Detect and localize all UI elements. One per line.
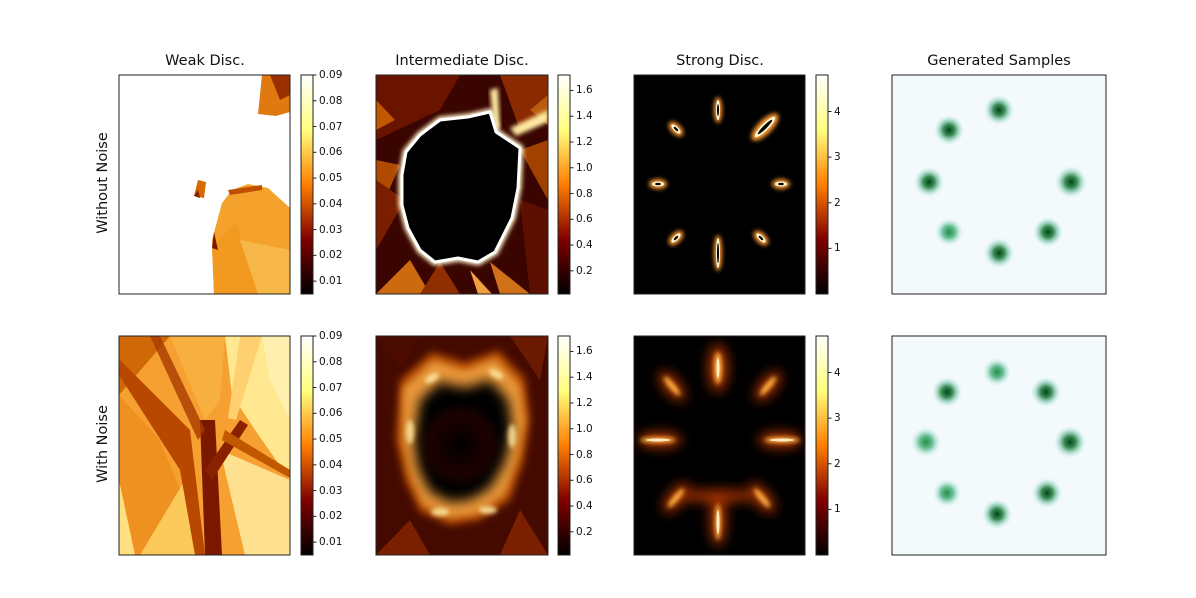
colorbar-tick-label: 0.8: [576, 448, 593, 461]
axes-frame-weak-with-noise: [118, 335, 291, 556]
column-title-samples: Generated Samples: [927, 53, 1071, 69]
heatmap-samples-without-noise: [892, 75, 1106, 294]
colorbar-tick-label: 0.02: [319, 510, 343, 523]
axes-frame-intermediate-with-noise: [375, 335, 549, 556]
colorbar-tick-label: 3: [834, 412, 841, 425]
heatmap-weak-without-noise: [119, 75, 290, 294]
colorbar-tick-label: 0.01: [319, 275, 343, 288]
colorbar-strong-with-noise: [815, 335, 829, 556]
colorbar-tick-label: 4: [834, 366, 841, 379]
colorbar-weak-without-noise: [300, 74, 314, 295]
colorbar-tick-label: 0.08: [319, 355, 343, 368]
colorbar-tick-label: 4: [834, 105, 841, 118]
colorbar-tick-label: 0.03: [319, 484, 343, 497]
colorbar-intermediate-with-noise: [557, 335, 571, 556]
colorbar-tick-label: 0.6: [576, 474, 593, 487]
column-title-weak: Weak Disc.: [165, 53, 245, 69]
axes-frame-samples-without-noise: [891, 74, 1107, 295]
colorbar-tick-label: 0.02: [319, 249, 343, 262]
colorbar-tick-label: 1.6: [576, 345, 593, 358]
colorbar-tick-label: 1.4: [576, 110, 593, 123]
colorbar-tick-label: 1.0: [576, 422, 593, 435]
heatmap-strong-with-noise: [634, 336, 805, 555]
axes-frame-intermediate-without-noise: [375, 74, 549, 295]
colorbar-tick-label: 0.2: [576, 525, 593, 538]
colorbar-strong-without-noise: [815, 74, 829, 295]
colorbar-weak-with-noise: [300, 335, 314, 556]
axes-frame-strong-without-noise: [633, 74, 806, 295]
column-title-intermediate: Intermediate Disc.: [395, 53, 529, 69]
colorbar-tick-label: 1.2: [576, 396, 593, 409]
colorbar-tick-label: 0.4: [576, 239, 593, 252]
heatmap-intermediate-with-noise: [376, 336, 548, 555]
colorbar-tick-label: 3: [834, 151, 841, 164]
colorbar-tick-label: 0.09: [319, 330, 343, 342]
axes-frame-weak-without-noise: [118, 74, 291, 295]
colorbar-tick-label: 1.4: [576, 371, 593, 384]
colorbar-tick-label: 0.06: [319, 407, 343, 420]
colorbar-tick-label: 0.6: [576, 213, 593, 226]
colorbar-tick-label: 0.8: [576, 187, 593, 200]
colorbar-tick-label: 2: [834, 196, 841, 209]
colorbar-tick-label: 0.06: [319, 146, 343, 159]
colorbar-tick-label: 0.09: [319, 69, 343, 81]
colorbar-tick-label: 0.01: [319, 536, 343, 549]
colorbar-tick-label: 0.03: [319, 223, 343, 236]
colorbar-tick-label: 1.2: [576, 135, 593, 148]
axes-frame-strong-with-noise: [633, 335, 806, 556]
colorbar-tick-label: 1.6: [576, 84, 593, 97]
heatmap-samples-with-noise: [892, 336, 1106, 555]
column-title-strong: Strong Disc.: [676, 53, 764, 69]
colorbar-tick-label: 0.05: [319, 172, 343, 185]
colorbar-tick-label: 0.4: [576, 500, 593, 513]
colorbar-tick-label: 0.05: [319, 433, 343, 446]
axes-frame-samples-with-noise: [891, 335, 1107, 556]
colorbar-tick-label: 0.07: [319, 120, 343, 133]
colorbar-tick-label: 1: [834, 503, 841, 516]
colorbar-tick-label: 0.04: [319, 458, 343, 471]
colorbar-tick-label: 1: [834, 242, 841, 255]
heatmap-intermediate-without-noise: [376, 75, 548, 294]
colorbar-tick-label: 0.04: [319, 197, 343, 210]
colorbar-tick-label: 0.07: [319, 381, 343, 394]
colorbar-tick-label: 1.0: [576, 161, 593, 174]
colorbar-tick-marks: [313, 74, 832, 543]
colorbar-tick-label: 0.2: [576, 264, 593, 277]
heatmap-strong-without-noise: [634, 75, 805, 294]
colorbar-tick-label: 0.08: [319, 94, 343, 107]
colorbar-tick-label: 2: [834, 457, 841, 470]
heatmap-weak-with-noise: [119, 336, 290, 555]
colorbar-intermediate-without-noise: [557, 74, 571, 295]
